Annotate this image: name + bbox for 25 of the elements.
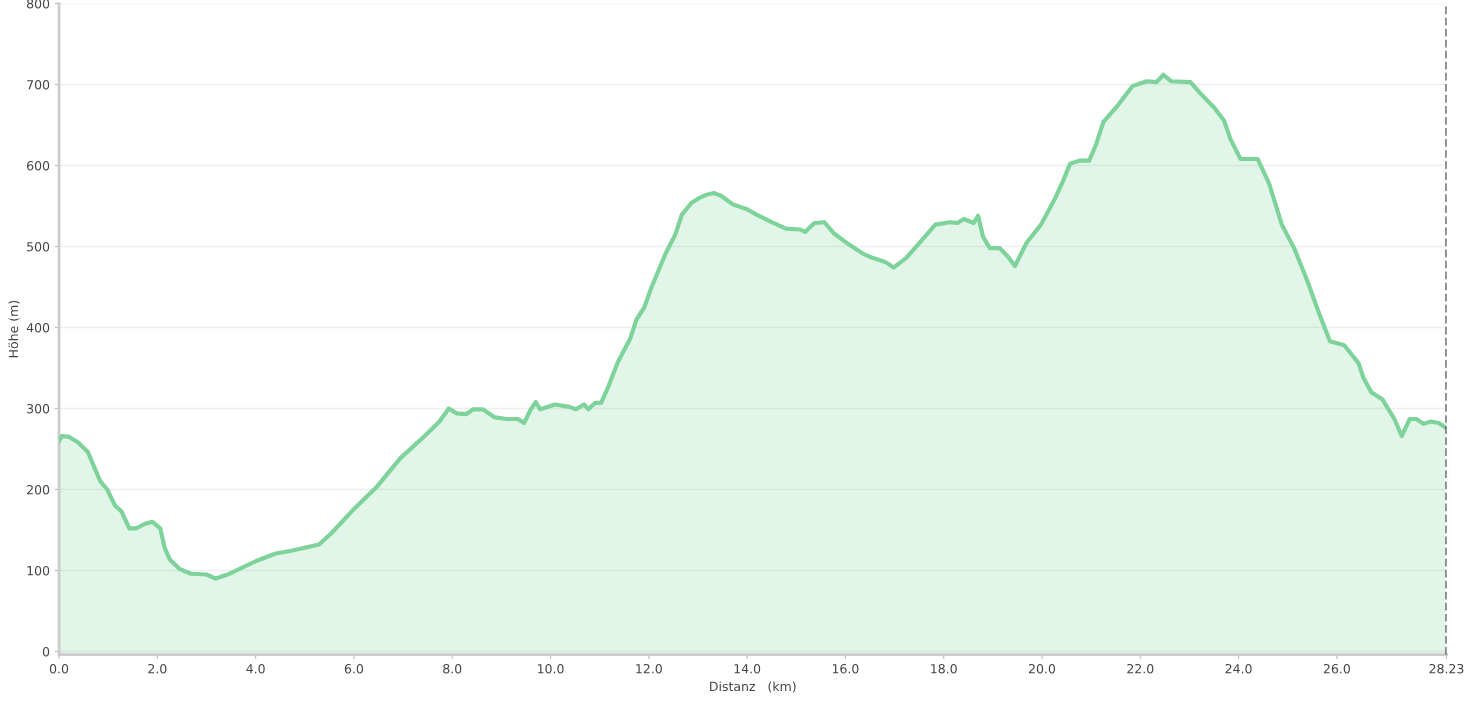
y-tick-label: 500 [27, 241, 50, 252]
x-tick-label: 6.0 [344, 663, 364, 674]
x-tick-label: 22.0 [1127, 663, 1154, 674]
y-tick-label: 0 [42, 646, 50, 657]
y-tick-label: 400 [26, 322, 50, 333]
x-tick-label: 4.0 [246, 663, 265, 674]
y-tick-label: 200 [27, 484, 50, 495]
x-tick-label: 0.0 [49, 663, 69, 674]
x-tick-label: 16.0 [832, 663, 859, 674]
x-tick-label: 10.0 [537, 663, 564, 674]
y-tick-label: 700 [27, 79, 50, 90]
y-tick-label: 300 [27, 403, 50, 414]
y-axis-title: Höhe (m) [8, 300, 20, 358]
x-tick-label: 24.0 [1225, 663, 1252, 674]
x-tick-label: 2.0 [148, 663, 167, 674]
x-axis-title: Distanz (km) [710, 681, 796, 693]
x-tick-label: 18.0 [931, 663, 957, 674]
x-tick-label: 20.0 [1028, 663, 1056, 674]
x-tick-label: 26.0 [1323, 663, 1350, 674]
x-tick-label: 28.23 [1429, 663, 1464, 674]
x-tick-label: 8.0 [443, 663, 462, 674]
y-tick-label: 100 [27, 565, 50, 576]
x-tick-label: 14.0 [734, 663, 761, 674]
x-tick-label: 12.0 [636, 663, 662, 674]
y-tick-label: 600 [27, 160, 50, 171]
